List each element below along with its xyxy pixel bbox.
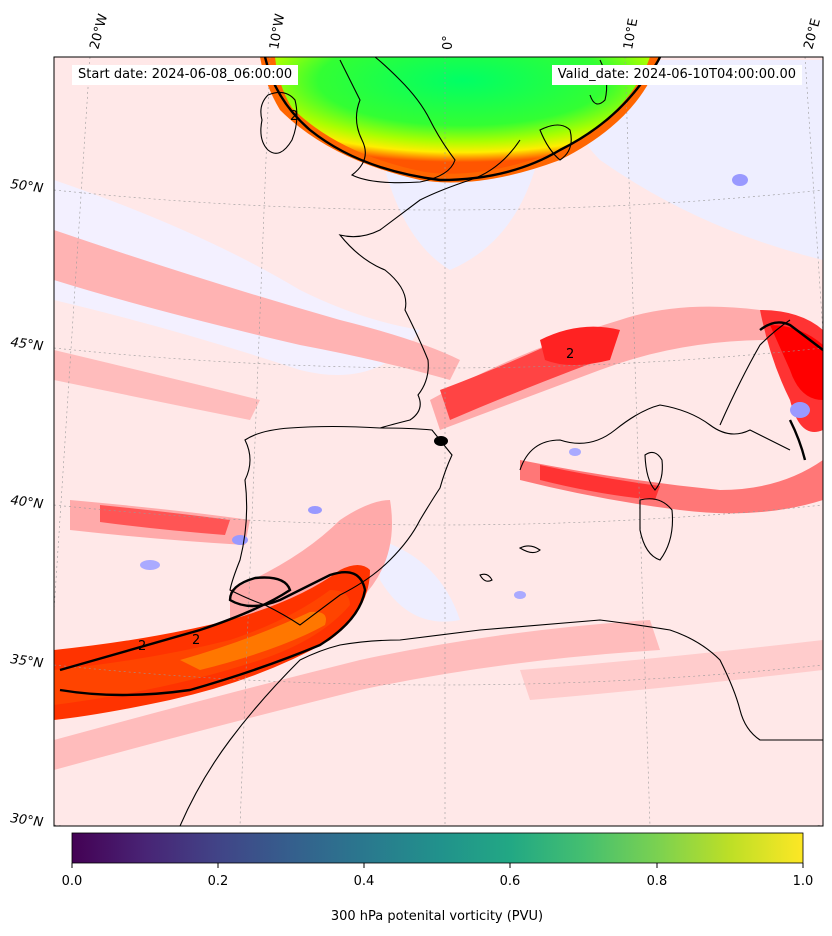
colorbar-tick-label: 1.0 xyxy=(793,874,814,889)
coastlines xyxy=(179,57,823,826)
longitude-labels: 20°W 10°W 0° 10°E 20°E xyxy=(87,12,824,51)
lat-label: 30°N xyxy=(9,811,44,830)
lat-label: 50°N xyxy=(9,177,44,196)
colorbar-tick-label: 0.4 xyxy=(354,874,375,889)
colorbar-tick-label: 0.8 xyxy=(647,874,668,889)
colorbar: 0.0 0.2 0.4 0.6 0.8 1.0 300 hPa potenita… xyxy=(62,832,814,924)
lat-label: 35°N xyxy=(9,652,44,671)
lon-label: 10°W xyxy=(267,13,288,51)
latitude-labels: 50°N 45°N 40°N 35°N 30°N xyxy=(9,177,44,830)
contour-labels: 2 2 2 2 xyxy=(138,109,574,654)
lat-label: 40°N xyxy=(9,493,44,512)
map-frame xyxy=(53,56,824,827)
contour-label: 2 xyxy=(138,639,146,654)
valid-date-label: Valid_date: 2024-06-10T04:00:00.00 xyxy=(551,65,802,85)
colorbar-tick-label: 0.6 xyxy=(500,874,521,889)
pv2-contours xyxy=(59,57,823,697)
lat-label: 45°N xyxy=(9,335,44,354)
colorbar-tick-label: 0.2 xyxy=(208,874,229,889)
graticule xyxy=(54,57,823,826)
contour-label: 2 xyxy=(290,109,298,124)
start-date-label: Start date: 2024-06-08_06:00:00 xyxy=(72,65,299,85)
lon-label: 20°W xyxy=(87,12,111,51)
lon-label: 10°E xyxy=(621,17,641,50)
lon-label: 0° xyxy=(441,35,456,50)
contour-label: 2 xyxy=(192,633,200,648)
lon-label: 20°E xyxy=(801,17,824,51)
pv-field xyxy=(54,57,823,826)
colorbar-gradient xyxy=(71,832,804,864)
contour-label: 2 xyxy=(566,347,574,362)
colorbar-ticks xyxy=(71,863,804,868)
marker-dot xyxy=(434,436,448,446)
colorbar-title: 300 hPa potenital vorticity (PVU) xyxy=(331,909,543,924)
colorbar-tick-label: 0.0 xyxy=(62,874,83,889)
